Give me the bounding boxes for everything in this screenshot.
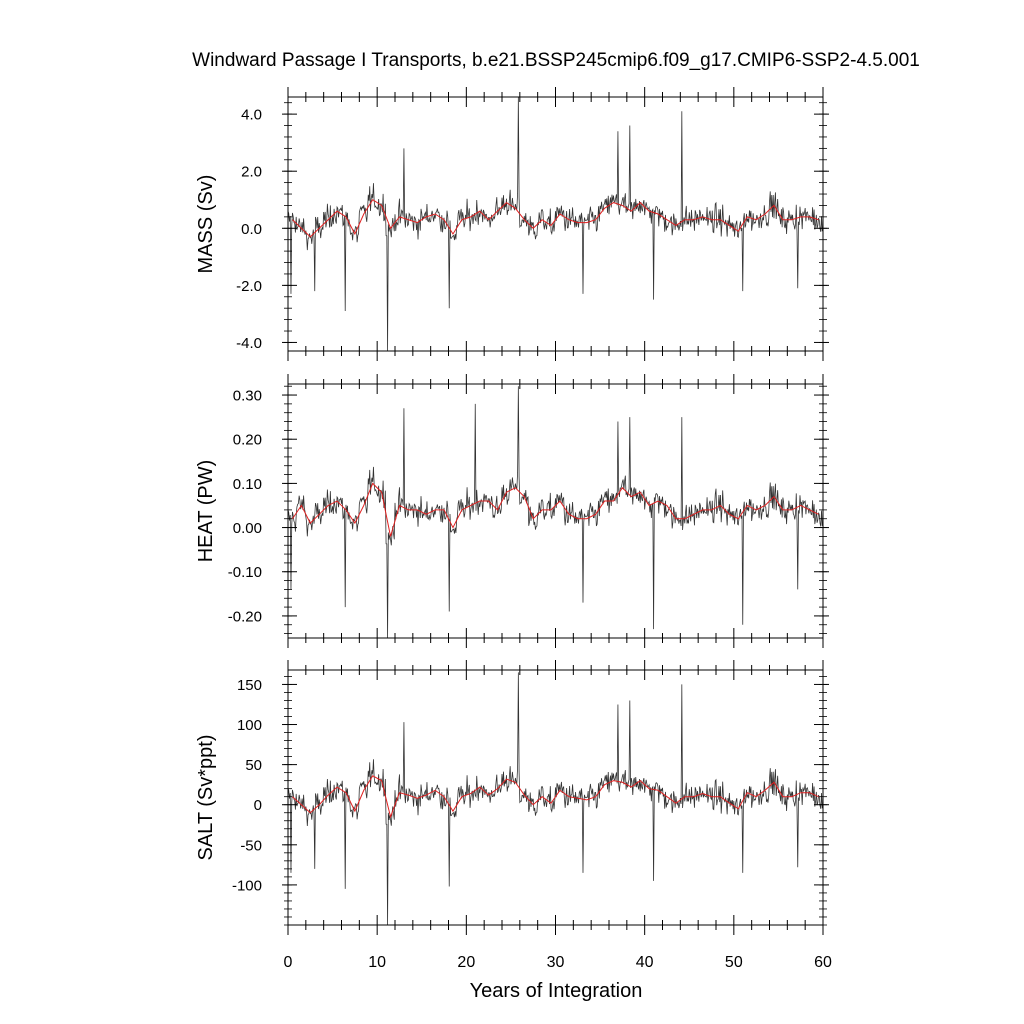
y-tick-label: -0.10 <box>228 564 262 581</box>
chart-title: Windward Passage I Transports, b.e21.BSS… <box>192 50 920 71</box>
y-tick-label: 2.0 <box>241 164 262 181</box>
y-tick-label: -0.20 <box>228 608 262 625</box>
x-axis-label: Years of Integration <box>470 980 643 1002</box>
annual-mean-line <box>292 775 819 819</box>
panels-layer: -4.0 -2.0 0.0 2.0 4.0 MASS (Sv) -0.20 -0.10 0.00… <box>195 87 832 971</box>
panel-heat: -0.20 -0.10 0.00 0.10 0.20 0.30 HEAT (PW) <box>195 374 829 648</box>
x-tick-label: 10 <box>368 954 386 971</box>
x-tick-label: 0 <box>284 954 293 971</box>
panel-salt: -100 -50 0 50 100 150 SALT (Sv*ppt) <box>195 660 829 935</box>
y-tick-label: 100 <box>237 717 262 734</box>
x-tick-label: 40 <box>636 954 654 971</box>
x-tick-label: 20 <box>457 954 475 971</box>
monthly-series-line <box>288 386 823 638</box>
y-tick-label: 50 <box>245 757 262 774</box>
monthly-series-line <box>288 672 823 925</box>
panel-mass: -4.0 -2.0 0.0 2.0 4.0 MASS (Sv) <box>195 87 829 361</box>
y-tick-label: 0.0 <box>241 221 262 238</box>
y-tick-label: 0.10 <box>233 476 262 493</box>
y-tick-label: 0.30 <box>233 388 262 405</box>
x-tick-label: 30 <box>547 954 565 971</box>
y-tick-label: 4.0 <box>241 107 262 124</box>
annual-mean-line <box>292 199 819 238</box>
y-tick-label: -2.0 <box>236 278 262 295</box>
y-axis-label: MASS (Sv) <box>195 175 217 274</box>
y-tick-label: 0.00 <box>233 520 262 537</box>
y-axis-label: SALT (Sv*ppt) <box>195 735 217 861</box>
y-axis-label: HEAT (PW) <box>195 460 217 563</box>
y-tick-label: 0 <box>254 797 262 814</box>
y-tick-label: 150 <box>237 677 262 694</box>
monthly-series-line <box>288 97 823 351</box>
x-tick-label: 50 <box>725 954 743 971</box>
y-tick-label: -50 <box>240 837 262 854</box>
y-tick-label: -100 <box>232 877 262 894</box>
x-tick-label: 60 <box>814 954 832 971</box>
annual-mean-line <box>292 482 819 537</box>
y-tick-label: 0.20 <box>233 432 262 449</box>
y-tick-label: -4.0 <box>236 335 262 352</box>
